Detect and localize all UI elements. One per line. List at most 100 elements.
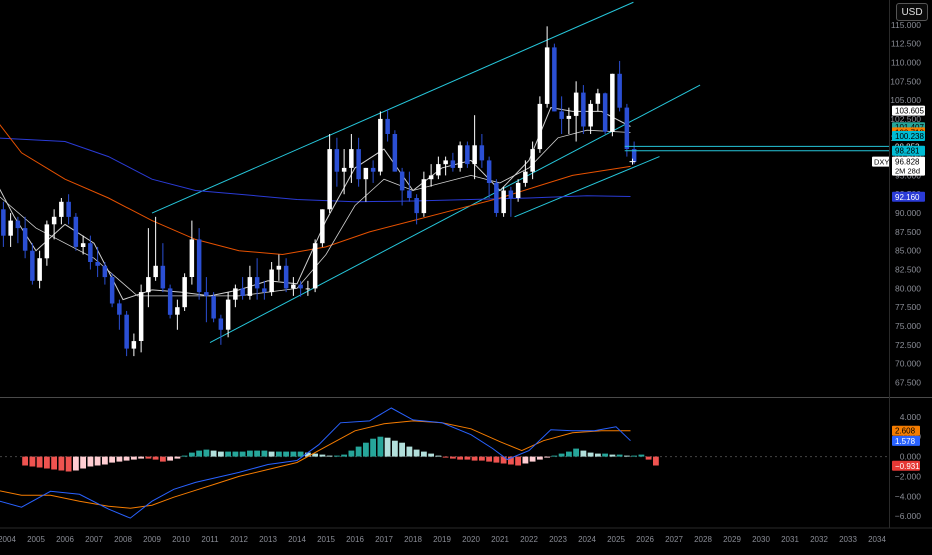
candle-body (22, 228, 28, 251)
candle-body (494, 182, 499, 213)
candle-body (414, 198, 419, 214)
candle-body (443, 160, 448, 165)
candle-body (457, 145, 463, 168)
macd-hist-bar (283, 451, 289, 457)
channel-upper-line[interactable] (151, 1, 634, 214)
candle (160, 243, 166, 293)
ema-slow-line (0, 124, 631, 256)
candle (15, 216, 21, 244)
candles[interactable] (0, 26, 637, 357)
channel-lines[interactable] (151, 1, 701, 344)
candle-body (407, 190, 412, 198)
macd-hist-bar (189, 452, 195, 457)
currency-button[interactable]: USD (896, 3, 928, 21)
candle (624, 103, 630, 157)
macd-hist-bar (479, 456, 485, 461)
candle-body (131, 341, 137, 349)
candle-body (211, 295, 216, 319)
macd-label-text: 2.608 (895, 427, 916, 436)
price-tick-label: 110.000 (891, 58, 921, 68)
candle (254, 258, 260, 300)
candle-body (341, 167, 347, 172)
macd-hist-bar (348, 450, 355, 457)
horizontal-lines[interactable] (624, 145, 889, 165)
candle-body (298, 284, 303, 289)
macd-hist-bar (65, 456, 72, 472)
macd-hist-bar (36, 456, 43, 468)
macd-axis[interactable]: 4.0002.0000.000−2.000−4.000−6.0002.6081.… (892, 412, 921, 521)
candle-body (436, 164, 441, 176)
candle-body (378, 118, 383, 172)
candle (59, 198, 64, 225)
macd-hist-bar (290, 451, 297, 457)
time-axis[interactable]: 2004 2005 2006 2007 2008 2009 2010 2011 2012 2013… (0, 527, 932, 544)
macd-hist-bar (167, 456, 173, 461)
candle-body (15, 220, 21, 229)
time-tick-label: 2005 (27, 535, 45, 544)
time-tick-label: 2015 (317, 535, 335, 544)
candle-body (124, 314, 129, 349)
candle (602, 92, 608, 134)
channel-lower-line[interactable] (209, 84, 701, 344)
candle-body (146, 277, 151, 293)
macd-value-label: −0.931 (892, 460, 920, 471)
candle-body (73, 216, 79, 247)
macd-hist-bar (210, 450, 217, 457)
macd-hist-bar (254, 450, 260, 457)
candle-body (428, 175, 434, 180)
candle (146, 228, 151, 308)
candle (102, 262, 108, 285)
time-tick-label: 2013 (259, 535, 277, 544)
candle-body (421, 179, 427, 214)
macd-hist-bar (493, 456, 500, 463)
candle (1, 201, 6, 247)
macd-hist-bar (174, 456, 181, 459)
price-label: 92.160 (892, 191, 925, 202)
time-tick-label: 2018 (404, 535, 422, 544)
candle-body (552, 47, 557, 112)
time-tick-label: 2016 (346, 535, 364, 544)
candle (95, 246, 100, 278)
support-line[interactable] (514, 156, 660, 218)
candle-body (95, 262, 100, 266)
candle (465, 141, 470, 168)
macd-hist-bar (152, 456, 159, 460)
candle-body (138, 292, 144, 341)
candle (436, 156, 441, 180)
macd-hist-bar (529, 456, 536, 462)
macd-value-label: 2.608 (892, 425, 920, 436)
candle-body (283, 265, 289, 289)
candle (22, 216, 28, 259)
macd-hist-bar (551, 455, 558, 457)
candle (291, 277, 296, 296)
candle-body (588, 103, 593, 127)
candle (262, 280, 267, 300)
price-tick-label: 105.000 (890, 95, 921, 105)
macd-hist-bar (638, 454, 645, 457)
candle (552, 43, 557, 112)
candle (428, 164, 434, 187)
pane-divider[interactable] (0, 397, 932, 398)
macd-hist-bar (537, 456, 543, 460)
macd-hist-bar (413, 449, 420, 457)
macd-pane[interactable] (0, 407, 889, 519)
macd-hist-bar (145, 456, 152, 459)
candle (204, 277, 209, 323)
candle-body (305, 288, 311, 290)
time-tick-label: 2012 (230, 535, 248, 544)
symbol-tag-bg (872, 156, 890, 167)
candle-body (196, 239, 202, 293)
candle (124, 310, 129, 357)
time-tick-label: 2032 (810, 535, 828, 544)
price-axis[interactable]: 115.000 112.500 110.000 107.500 105.000 102.5… (890, 20, 921, 388)
time-tick-label: 2034 (868, 535, 886, 544)
price-label-text: 92.160 (895, 193, 920, 202)
candle-body (610, 73, 615, 132)
price-tick-label: 70.000 (895, 359, 921, 369)
macd-line (0, 407, 631, 519)
candle (356, 137, 361, 187)
candle-body (225, 299, 231, 330)
price-tick-label: 72.500 (895, 340, 921, 350)
